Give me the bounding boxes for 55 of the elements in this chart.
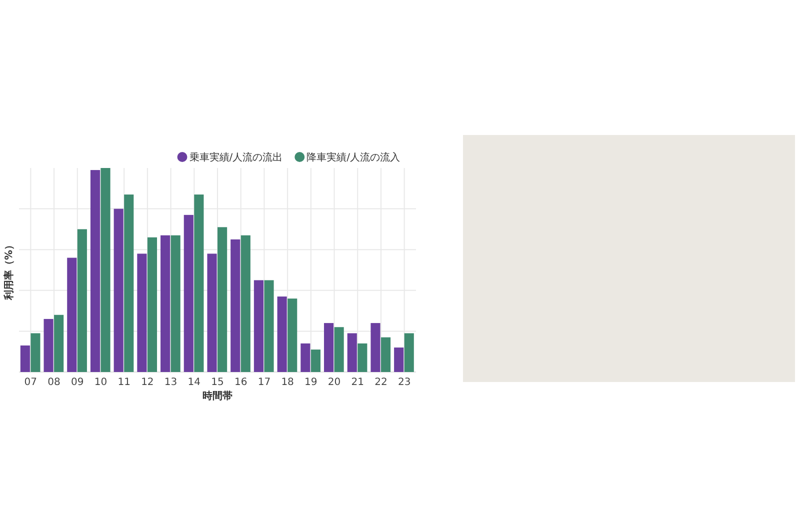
bar	[77, 229, 87, 372]
x-tick-label: 17	[258, 377, 271, 388]
bar	[394, 348, 404, 372]
x-tick-label: 23	[398, 377, 411, 388]
bar	[240, 235, 250, 372]
bar	[264, 280, 274, 372]
bar	[288, 298, 298, 372]
bar	[124, 194, 134, 372]
bar	[67, 258, 77, 372]
x-tick-label: 20	[328, 377, 341, 388]
bar	[380, 337, 391, 372]
bar	[100, 168, 110, 372]
x-axis-title: 時間帯	[202, 390, 232, 402]
x-tick-label: 18	[281, 377, 294, 388]
x-tick-label: 16	[234, 377, 248, 388]
x-tick-label: 22	[374, 377, 388, 388]
x-tick-label: 21	[351, 377, 364, 388]
x-tick-label: 11	[118, 377, 130, 388]
bar	[254, 280, 264, 372]
bar	[194, 194, 204, 372]
bar	[207, 254, 217, 372]
bar	[30, 333, 40, 372]
bar	[184, 214, 194, 372]
bar	[358, 343, 368, 372]
bar	[334, 327, 344, 372]
bar	[347, 333, 357, 372]
bar	[114, 208, 124, 372]
bar	[44, 318, 54, 372]
bar	[370, 323, 380, 372]
x-tick-label: 07	[24, 377, 38, 388]
bar	[160, 235, 170, 372]
legend-label: 降車実績/人流の流入	[306, 152, 400, 164]
legend-label: 乗車実績/人流の流出	[189, 152, 283, 164]
bar	[54, 314, 64, 372]
bar	[170, 235, 180, 372]
x-tick-label: 09	[71, 377, 84, 388]
bar	[90, 170, 100, 372]
bar	[147, 237, 158, 372]
bar	[404, 333, 414, 372]
x-tick-label: 14	[188, 377, 201, 388]
bar	[137, 254, 147, 372]
bar	[300, 343, 310, 372]
bar	[310, 350, 320, 372]
x-tick-label: 12	[141, 377, 154, 388]
x-tick-label: 08	[48, 377, 60, 388]
x-tick-label: 15	[211, 377, 224, 388]
bar	[277, 296, 287, 372]
x-tick-label: 10	[94, 377, 108, 388]
bar	[324, 323, 334, 372]
y-axis-title: 利用率（%）	[3, 240, 15, 302]
x-tick-label: 13	[164, 377, 178, 388]
bar	[218, 227, 228, 372]
x-tick-label: 19	[304, 377, 318, 388]
bar	[20, 345, 30, 372]
bar	[230, 239, 240, 372]
